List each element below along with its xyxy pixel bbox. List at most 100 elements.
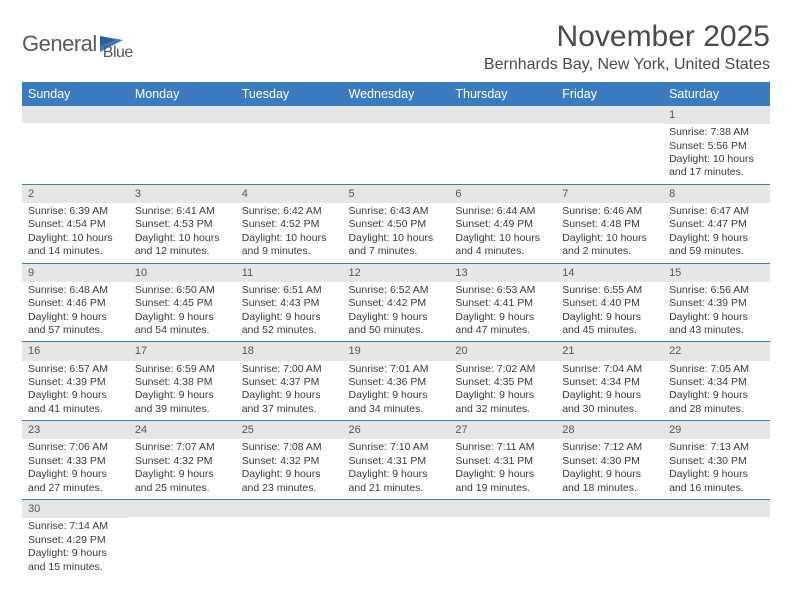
day-sunrise: Sunrise: 7:10 AM [349, 441, 444, 454]
day-content: Sunrise: 7:12 AMSunset: 4:30 PMDaylight:… [556, 439, 663, 499]
calendar-day-cell [449, 106, 556, 184]
day-number [556, 106, 663, 123]
day-content: Sunrise: 6:53 AMSunset: 4:41 PMDaylight:… [449, 282, 556, 342]
day-content: Sunrise: 6:43 AMSunset: 4:50 PMDaylight:… [343, 203, 450, 263]
day-sunset: Sunset: 4:34 PM [669, 376, 764, 389]
day-number: 26 [343, 421, 450, 439]
day-sunset: Sunset: 4:53 PM [135, 218, 230, 231]
day-sunrise: Sunrise: 7:04 AM [562, 363, 657, 376]
day-daylight: Daylight: 10 hours and 14 minutes. [28, 232, 123, 259]
day-content: Sunrise: 6:59 AMSunset: 4:38 PMDaylight:… [129, 361, 236, 421]
day-sunrise: Sunrise: 6:55 AM [562, 284, 657, 297]
day-content: Sunrise: 6:46 AMSunset: 4:48 PMDaylight:… [556, 203, 663, 263]
day-daylight: Daylight: 10 hours and 17 minutes. [669, 153, 764, 180]
day-number: 30 [22, 500, 129, 518]
day-sunset: Sunset: 4:54 PM [28, 218, 123, 231]
day-sunset: Sunset: 4:30 PM [669, 455, 764, 468]
day-content: Sunrise: 7:10 AMSunset: 4:31 PMDaylight:… [343, 439, 450, 499]
day-sunrise: Sunrise: 6:44 AM [455, 205, 550, 218]
day-content: Sunrise: 7:02 AMSunset: 4:35 PMDaylight:… [449, 361, 556, 421]
day-sunset: Sunset: 4:31 PM [455, 455, 550, 468]
day-content: Sunrise: 6:47 AMSunset: 4:47 PMDaylight:… [663, 203, 770, 263]
day-sunrise: Sunrise: 6:53 AM [455, 284, 550, 297]
day-daylight: Daylight: 9 hours and 18 minutes. [562, 468, 657, 495]
day-sunrise: Sunrise: 7:11 AM [455, 441, 550, 454]
day-content: Sunrise: 6:55 AMSunset: 4:40 PMDaylight:… [556, 282, 663, 342]
calendar-day-cell: 13Sunrise: 6:53 AMSunset: 4:41 PMDayligh… [449, 263, 556, 342]
day-sunset: Sunset: 4:35 PM [455, 376, 550, 389]
day-number [129, 500, 236, 517]
day-daylight: Daylight: 9 hours and 30 minutes. [562, 389, 657, 416]
day-sunset: Sunset: 4:48 PM [562, 218, 657, 231]
day-number: 16 [22, 342, 129, 360]
day-sunset: Sunset: 4:47 PM [669, 218, 764, 231]
day-number: 13 [449, 264, 556, 282]
day-sunrise: Sunrise: 6:50 AM [135, 284, 230, 297]
day-number: 10 [129, 264, 236, 282]
day-sunrise: Sunrise: 6:42 AM [242, 205, 337, 218]
calendar-day-cell: 10Sunrise: 6:50 AMSunset: 4:45 PMDayligh… [129, 263, 236, 342]
calendar-day-cell: 16Sunrise: 6:57 AMSunset: 4:39 PMDayligh… [22, 342, 129, 421]
calendar-day-cell: 8Sunrise: 6:47 AMSunset: 4:47 PMDaylight… [663, 184, 770, 263]
day-content: Sunrise: 6:51 AMSunset: 4:43 PMDaylight:… [236, 282, 343, 342]
day-daylight: Daylight: 10 hours and 9 minutes. [242, 232, 337, 259]
calendar-day-cell: 4Sunrise: 6:42 AMSunset: 4:52 PMDaylight… [236, 184, 343, 263]
day-content: Sunrise: 6:56 AMSunset: 4:39 PMDaylight:… [663, 282, 770, 342]
day-sunrise: Sunrise: 7:01 AM [349, 363, 444, 376]
day-number: 23 [22, 421, 129, 439]
day-sunset: Sunset: 4:45 PM [135, 297, 230, 310]
day-content: Sunrise: 7:01 AMSunset: 4:36 PMDaylight:… [343, 361, 450, 421]
calendar-day-cell [22, 106, 129, 184]
day-number [236, 500, 343, 517]
day-sunset: Sunset: 4:40 PM [562, 297, 657, 310]
day-number: 4 [236, 185, 343, 203]
day-number: 20 [449, 342, 556, 360]
day-number [22, 106, 129, 123]
day-sunset: Sunset: 4:33 PM [28, 455, 123, 468]
calendar-day-cell [556, 500, 663, 578]
day-sunrise: Sunrise: 7:38 AM [669, 126, 764, 139]
day-number: 28 [556, 421, 663, 439]
day-sunset: Sunset: 4:46 PM [28, 297, 123, 310]
day-sunrise: Sunrise: 6:39 AM [28, 205, 123, 218]
day-number: 25 [236, 421, 343, 439]
calendar-day-cell: 17Sunrise: 6:59 AMSunset: 4:38 PMDayligh… [129, 342, 236, 421]
day-sunset: Sunset: 4:42 PM [349, 297, 444, 310]
calendar-week-row: 23Sunrise: 7:06 AMSunset: 4:33 PMDayligh… [22, 421, 770, 500]
calendar-day-cell: 21Sunrise: 7:04 AMSunset: 4:34 PMDayligh… [556, 342, 663, 421]
day-daylight: Daylight: 9 hours and 21 minutes. [349, 468, 444, 495]
location-subtitle: Bernhards Bay, New York, United States [484, 56, 770, 74]
day-number [556, 500, 663, 517]
day-content: Sunrise: 6:41 AMSunset: 4:53 PMDaylight:… [129, 203, 236, 263]
day-daylight: Daylight: 9 hours and 43 minutes. [669, 311, 764, 338]
calendar-day-cell: 15Sunrise: 6:56 AMSunset: 4:39 PMDayligh… [663, 263, 770, 342]
calendar-day-cell: 11Sunrise: 6:51 AMSunset: 4:43 PMDayligh… [236, 263, 343, 342]
day-content: Sunrise: 6:57 AMSunset: 4:39 PMDaylight:… [22, 361, 129, 421]
day-daylight: Daylight: 9 hours and 25 minutes. [135, 468, 230, 495]
day-daylight: Daylight: 9 hours and 16 minutes. [669, 468, 764, 495]
day-sunrise: Sunrise: 7:14 AM [28, 520, 123, 533]
calendar-day-cell: 6Sunrise: 6:44 AMSunset: 4:49 PMDaylight… [449, 184, 556, 263]
day-number: 24 [129, 421, 236, 439]
calendar-week-row: 2Sunrise: 6:39 AMSunset: 4:54 PMDaylight… [22, 184, 770, 263]
day-daylight: Daylight: 10 hours and 12 minutes. [135, 232, 230, 259]
day-content: Sunrise: 6:42 AMSunset: 4:52 PMDaylight:… [236, 203, 343, 263]
day-sunset: Sunset: 4:50 PM [349, 218, 444, 231]
weekday-header: Monday [129, 82, 236, 106]
day-daylight: Daylight: 9 hours and 32 minutes. [455, 389, 550, 416]
calendar-day-cell [129, 106, 236, 184]
weekday-header: Friday [556, 82, 663, 106]
day-sunset: Sunset: 4:36 PM [349, 376, 444, 389]
day-daylight: Daylight: 9 hours and 47 minutes. [455, 311, 550, 338]
calendar-day-cell: 30Sunrise: 7:14 AMSunset: 4:29 PMDayligh… [22, 500, 129, 578]
day-sunset: Sunset: 5:56 PM [669, 140, 764, 153]
calendar-day-cell: 22Sunrise: 7:05 AMSunset: 4:34 PMDayligh… [663, 342, 770, 421]
day-number: 7 [556, 185, 663, 203]
day-number: 5 [343, 185, 450, 203]
calendar-day-cell: 9Sunrise: 6:48 AMSunset: 4:46 PMDaylight… [22, 263, 129, 342]
day-daylight: Daylight: 9 hours and 45 minutes. [562, 311, 657, 338]
day-number: 3 [129, 185, 236, 203]
day-content: Sunrise: 7:13 AMSunset: 4:30 PMDaylight:… [663, 439, 770, 499]
calendar-day-cell: 27Sunrise: 7:11 AMSunset: 4:31 PMDayligh… [449, 421, 556, 500]
calendar-week-row: 1Sunrise: 7:38 AMSunset: 5:56 PMDaylight… [22, 106, 770, 184]
